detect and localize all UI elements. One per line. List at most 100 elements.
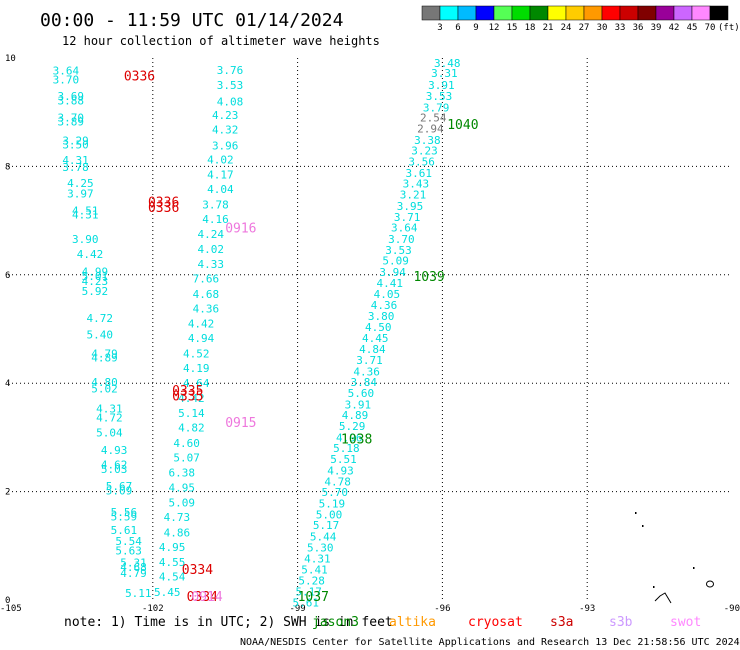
colorbar-swatch: [493, 5, 513, 21]
wave-height-label: 4.36: [353, 365, 380, 378]
wave-height-label: 4.99: [82, 266, 109, 279]
time-label: 0336: [124, 69, 155, 84]
wave-height-label: 5.11: [125, 587, 152, 600]
wave-height-label: 4.16: [202, 213, 229, 226]
colorbar-label: 12: [489, 23, 500, 33]
wave-height-label: 5.59: [111, 511, 138, 524]
wave-height-label: 4.31: [304, 552, 331, 565]
wave-height-label: 3.96: [212, 139, 239, 152]
colorbar-label: 21: [543, 23, 554, 33]
wave-height-label: 4.31: [62, 154, 89, 167]
wave-height-label: 4.50: [365, 321, 392, 334]
colorbar-swatch: [709, 5, 729, 21]
wave-height-label: 4.93: [101, 444, 128, 457]
plot-grid: [8, 58, 732, 600]
wave-height-label: 3.90: [72, 233, 99, 246]
wave-height-label: 5.02: [91, 383, 118, 396]
colorbar-label: 3: [437, 23, 442, 33]
colorbar-swatch: [601, 5, 621, 21]
wave-height-label: 3.71: [394, 211, 421, 224]
wave-height-label: 4.86: [164, 526, 191, 539]
wave-height-label: 3.64: [53, 64, 80, 77]
colorbar-label: 27: [579, 23, 590, 33]
wave-height-label: 3.78: [62, 161, 89, 174]
colorbar-swatch: [547, 5, 567, 21]
wave-height-label: 5.45: [154, 586, 181, 599]
wave-height-label: 3.56: [408, 156, 435, 169]
colorbar-swatch: [583, 5, 603, 21]
wave-height-label: 4.33: [197, 258, 224, 271]
satellite-legend: jason3 altika cryosat s3a s3b swot: [312, 615, 701, 630]
wave-height-label: 4.42: [77, 248, 104, 261]
wave-height-label: 4.52: [183, 347, 210, 360]
wave-height-label: 3.84: [350, 376, 377, 389]
wave-height-label: 4.72: [96, 411, 123, 424]
wave-height-label: 3.38: [414, 134, 441, 147]
wave-height-label: 4.78: [324, 475, 351, 488]
wave-height-label: 4.08: [217, 95, 244, 108]
x-tick-label: -105: [0, 604, 22, 614]
y-tick-label: 6: [5, 271, 10, 281]
x-tick-label: -96: [434, 604, 450, 614]
wave-height-label: 3.94: [379, 266, 406, 279]
wave-height-label: 5.00: [316, 508, 343, 521]
wave-height-label: 4.68: [193, 288, 220, 301]
colorbar-swatch: [619, 5, 639, 21]
wave-height-label: 3.23: [411, 145, 438, 158]
wave-height-label: 3.91: [428, 79, 455, 92]
wave-height-label: 4.19: [183, 362, 210, 375]
note-text: note: 1) Time is in UTC; 2) SWH is in fe…: [64, 615, 393, 630]
time-label: 0915: [225, 416, 256, 431]
wave-height-label: 4.79: [120, 567, 147, 580]
wave-height-label: 4.64: [183, 377, 210, 390]
wave-height-label: 5.09: [169, 496, 196, 509]
colorbar-swatch: [439, 5, 459, 21]
wave-height-label: 6.38: [169, 467, 196, 480]
colorbar-label: 6: [455, 23, 460, 33]
wave-height-label: 3.50: [62, 139, 89, 152]
wave-height-label: 3.53: [426, 90, 453, 103]
chart-subtitle: 12 hour collection of altimeter wave hei…: [62, 34, 380, 48]
colorbar-swatch: [457, 5, 477, 21]
colorbar-swatch: [421, 5, 441, 21]
wave-height-label: 3.70: [388, 233, 415, 246]
wave-height-label: 5.40: [86, 328, 113, 341]
wave-height-label: 5.31: [120, 557, 147, 570]
wave-height-label: 3.89: [57, 115, 84, 128]
wave-height-label: 3.43: [403, 178, 430, 191]
y-tick-label: 10: [5, 54, 16, 64]
wave-height-label: 3.29: [62, 134, 89, 147]
time-label: 0336: [148, 196, 179, 211]
wave-height-label: 4.93: [327, 464, 354, 477]
x-tick-label: -102: [142, 604, 164, 614]
wave-height-label: 4.82: [178, 422, 205, 435]
time-label: 1039: [413, 270, 444, 285]
wave-height-label: 4.89: [91, 352, 118, 365]
wave-height-label: 3.31: [431, 67, 458, 80]
wave-height-label: 5.61: [293, 597, 320, 610]
colorbar-swatch: [565, 5, 585, 21]
colorbar-swatch: [529, 5, 549, 21]
wave-height-label: 4.72: [86, 312, 113, 325]
wave-height-label: 3.78: [202, 198, 229, 211]
time-label: 1037: [298, 590, 329, 605]
wave-height-label: 4.94: [188, 332, 215, 345]
wave-height-label: 4.55: [159, 556, 186, 569]
wave-height-label: 5.54: [115, 535, 142, 548]
wave-height-label: 3.71: [356, 354, 383, 367]
colorbar-label: 30: [597, 23, 608, 33]
time-label: 0334: [182, 563, 213, 578]
wave-height-label: 3.70: [57, 112, 84, 125]
wave-height-label: 4.45: [362, 332, 389, 345]
wave-height-label: 4.73: [164, 511, 191, 524]
wave-height-label: 5.56: [111, 506, 138, 519]
wave-height-label: 5.63: [115, 545, 142, 558]
wave-height-label: 4.60: [173, 437, 200, 450]
wave-height-label: 3.79: [423, 101, 450, 114]
wave-height-label: 5.28: [298, 574, 325, 587]
wave-height-label: 5.44: [310, 531, 337, 544]
wave-height-label: 4.02: [207, 153, 234, 166]
wave-height-label: 5.01: [82, 270, 109, 283]
wave-height-label: 5.61: [111, 524, 138, 537]
wave-height-label: 4.42: [178, 392, 205, 405]
